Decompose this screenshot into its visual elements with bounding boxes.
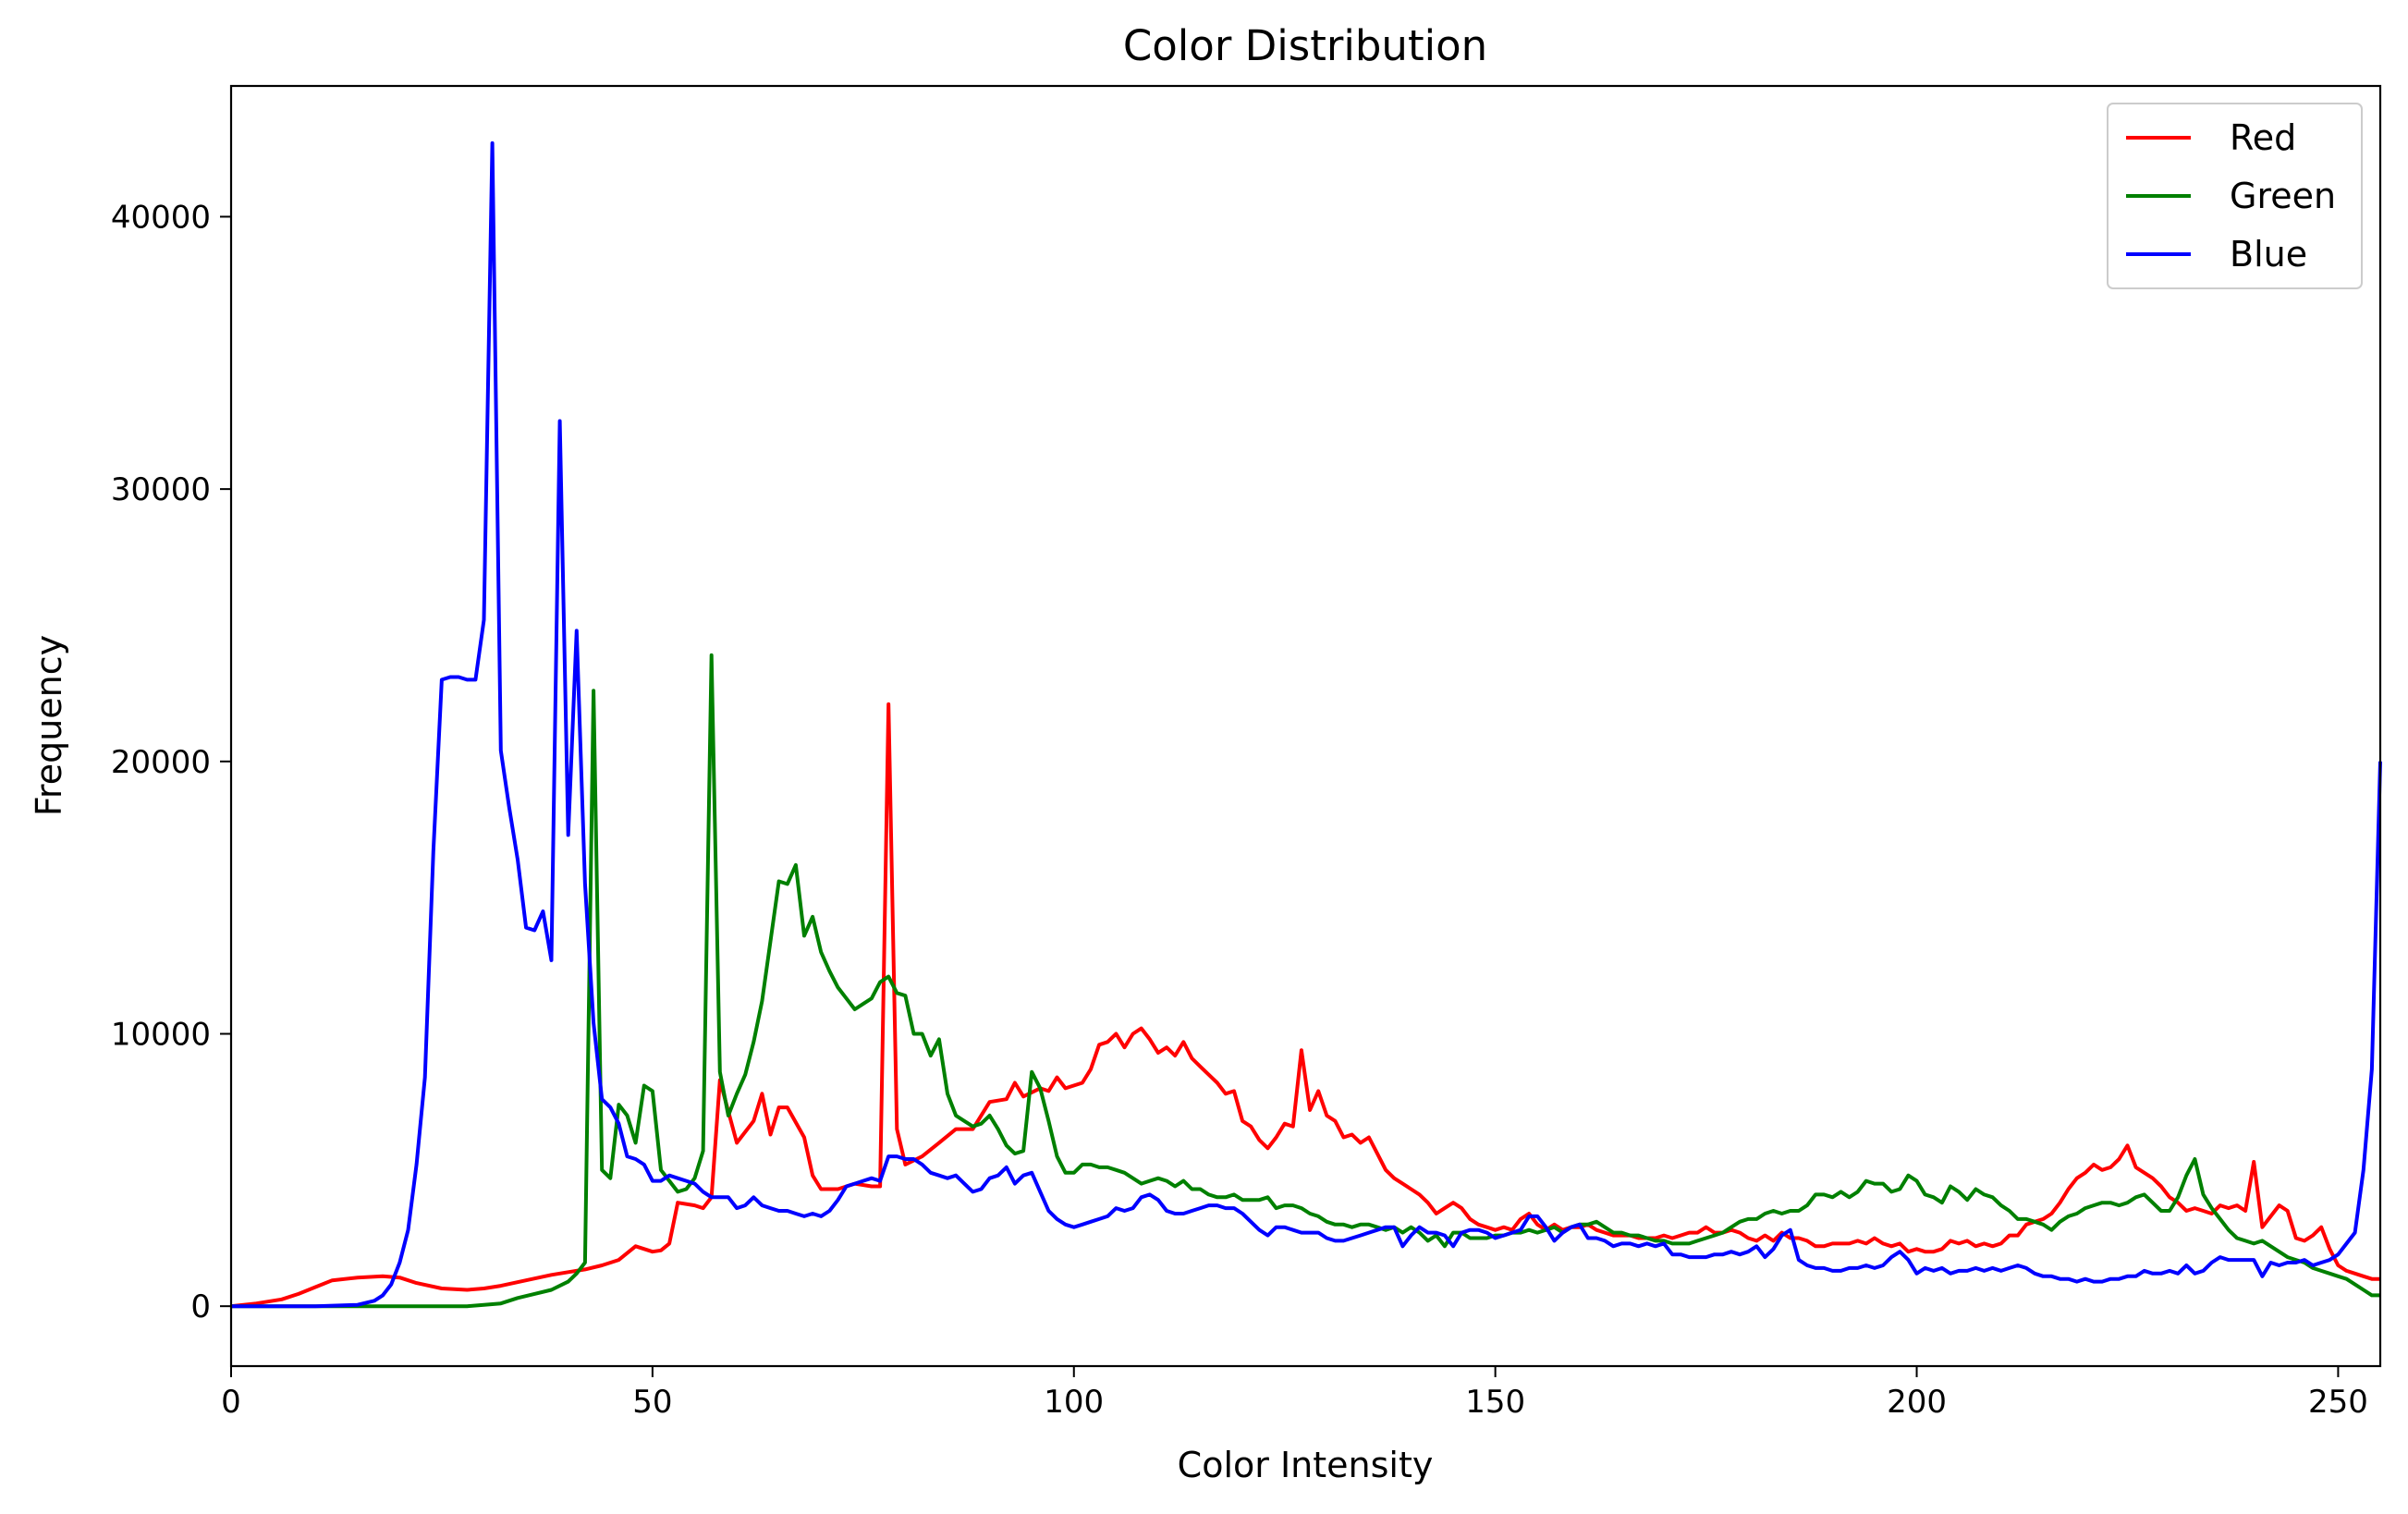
x-tick-label: 200 [1887,1384,1947,1421]
y-tick-label: 0 [190,1288,211,1325]
x-tick-label: 250 [2308,1384,2368,1421]
x-tick-label: 50 [632,1384,672,1421]
y-tick-label: 40000 [111,199,211,236]
x-tick-label: 100 [1044,1384,1104,1421]
legend-box [2107,103,2363,289]
y-tick-label: 20000 [111,744,211,781]
x-tick-label: 0 [221,1384,241,1421]
x-axis-label: Color Intensity [1178,1445,1434,1485]
y-axis-ticks: 0 10000 20000 30000 40000 [111,199,231,1325]
legend-label-red: Red [2230,117,2296,158]
legend: Red Green Blue [2107,103,2363,289]
y-tick-label: 30000 [111,471,211,508]
series-line-red [230,702,2380,1309]
series-layer [230,140,2382,1309]
chart-title: Color Distribution [1123,21,1487,70]
legend-label-blue: Blue [2230,234,2307,275]
series-line-green [231,653,2380,1309]
y-axis-label: Frequency [29,635,69,816]
legend-label-green: Green [2230,176,2336,216]
plot-frame [229,84,2382,1368]
x-axis-ticks: 0 50 100 150 200 250 [221,1366,2368,1421]
x-tick-label: 150 [1465,1384,1525,1421]
series-line-blue [231,140,2382,1309]
y-tick-label: 10000 [111,1016,211,1053]
